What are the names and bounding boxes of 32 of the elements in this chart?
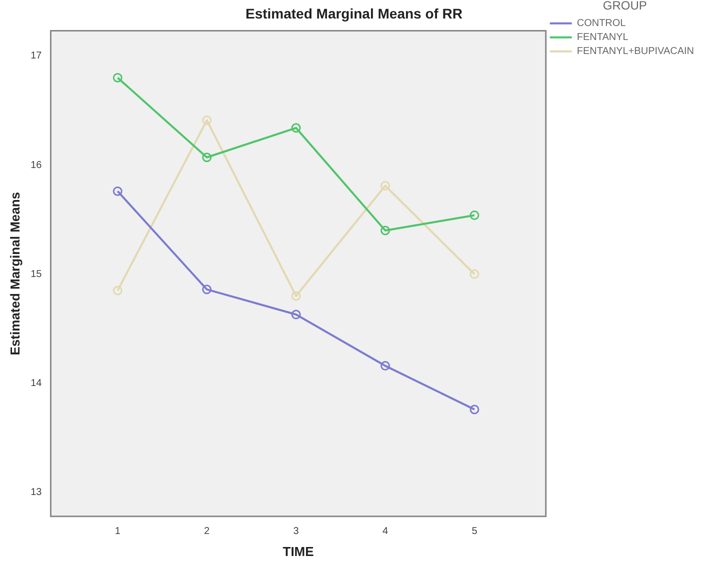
x-tick-label: 3 — [293, 526, 300, 538]
y-axis-title: Estimated Marginal Means — [7, 192, 22, 356]
point — [202, 284, 212, 294]
point — [112, 286, 122, 296]
legend-label: CONTROL — [576, 18, 626, 30]
point — [112, 72, 122, 82]
y-tick-label: 14 — [30, 378, 42, 390]
point — [470, 269, 480, 279]
point — [291, 123, 301, 133]
point — [202, 116, 212, 126]
chart-title: Estimated Marginal Means of RR — [245, 5, 463, 22]
point — [470, 404, 480, 414]
legend-label: FENTANYL — [576, 32, 629, 44]
x-tick-label: 1 — [114, 526, 121, 538]
point — [112, 186, 122, 196]
y-tick-label: 16 — [30, 160, 42, 171]
x-tick-label: 2 — [204, 526, 210, 538]
legend-label: FENTANYL+BUPIVACAIN — [576, 46, 694, 58]
x-tick-label: 4 — [382, 526, 388, 538]
point — [380, 226, 390, 236]
point — [291, 291, 301, 301]
point — [202, 152, 212, 162]
point — [291, 310, 301, 320]
y-tick-label: 17 — [30, 50, 42, 62]
point — [470, 210, 480, 220]
legend-title: GROUP — [602, 0, 647, 12]
y-tick-label: 13 — [30, 487, 42, 498]
y-tick-label: 15 — [30, 268, 42, 280]
x-tick-label: 5 — [472, 526, 478, 538]
point — [380, 181, 390, 191]
x-axis-title: TIME — [282, 544, 314, 559]
point — [380, 361, 390, 371]
